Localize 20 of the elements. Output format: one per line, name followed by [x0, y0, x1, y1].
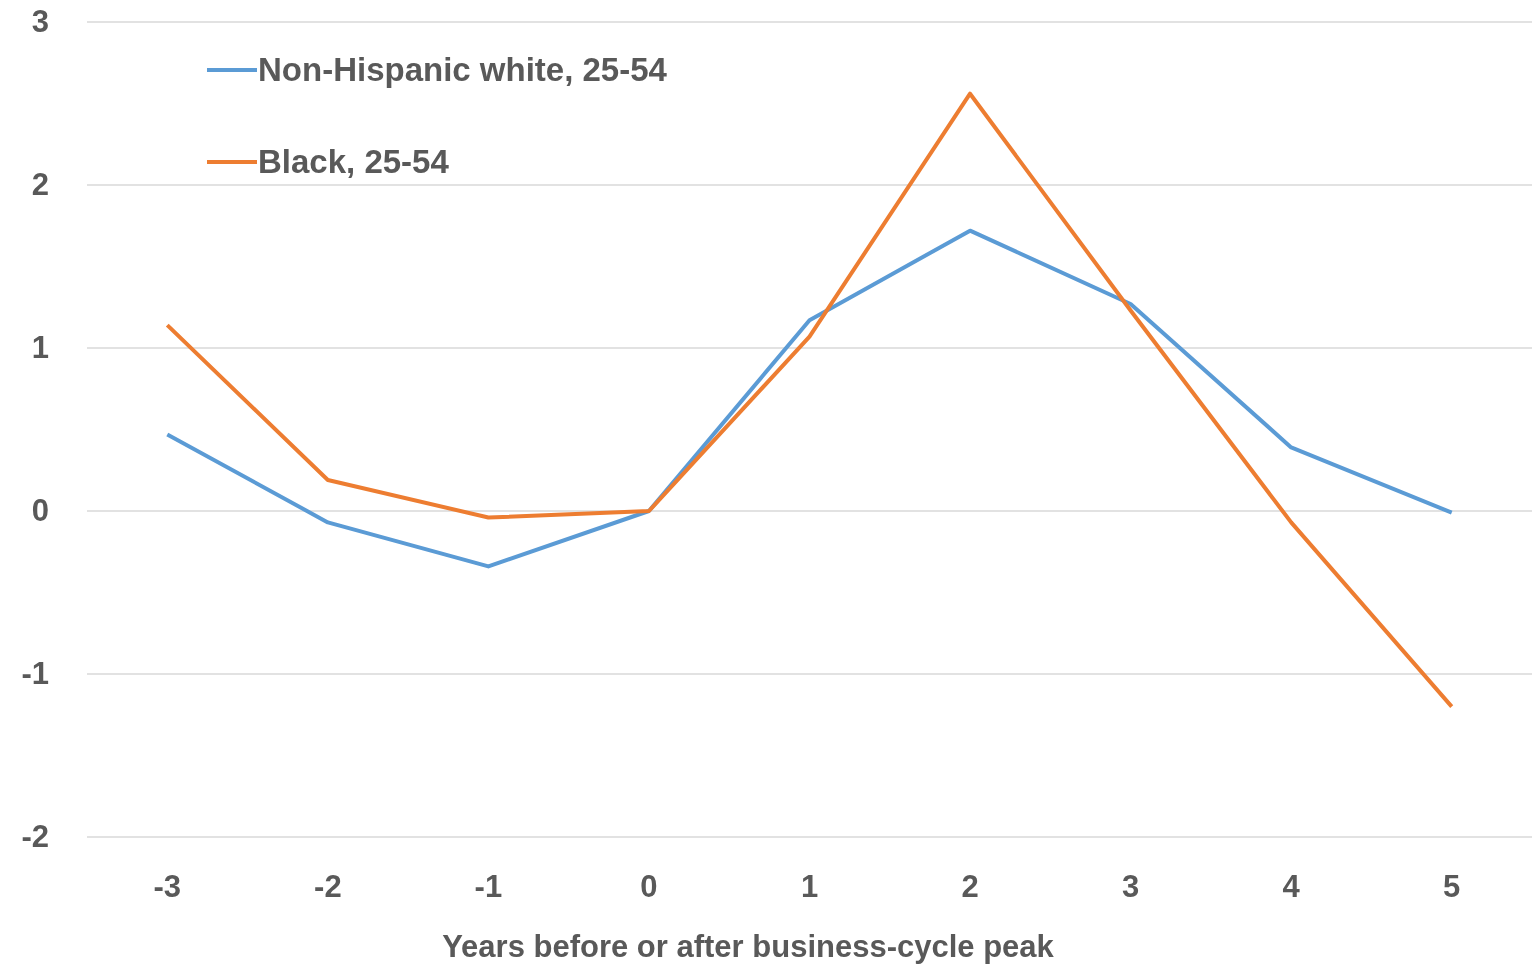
- y-tick-label: 1: [31, 330, 49, 366]
- y-tick-label: 3: [31, 4, 49, 40]
- x-tick-label: 3: [1121, 869, 1140, 905]
- legend-label: Black, 25-54: [258, 143, 450, 180]
- x-tick-label: -3: [153, 869, 182, 905]
- x-tick-label: -2: [314, 869, 342, 905]
- y-tick-label: 2: [31, 167, 49, 203]
- x-tick-label: 4: [1282, 869, 1301, 905]
- x-axis-title: Years before or after business-cycle peak: [442, 929, 1055, 964]
- y-tick-label: -2: [21, 819, 49, 855]
- legend-label: Non-Hispanic white, 25-54: [258, 51, 668, 88]
- line-series: [165, 91, 1454, 709]
- y-tick-label: -1: [21, 656, 49, 692]
- x-tick-label: 1: [800, 869, 819, 905]
- x-tick-label: 5: [1443, 869, 1461, 905]
- x-tick-label: -1: [474, 869, 503, 905]
- x-tick-label: 0: [640, 869, 658, 905]
- y-tick-label: 0: [31, 493, 49, 529]
- x-tick-label: 2: [961, 869, 979, 905]
- line-series: [165, 228, 1454, 569]
